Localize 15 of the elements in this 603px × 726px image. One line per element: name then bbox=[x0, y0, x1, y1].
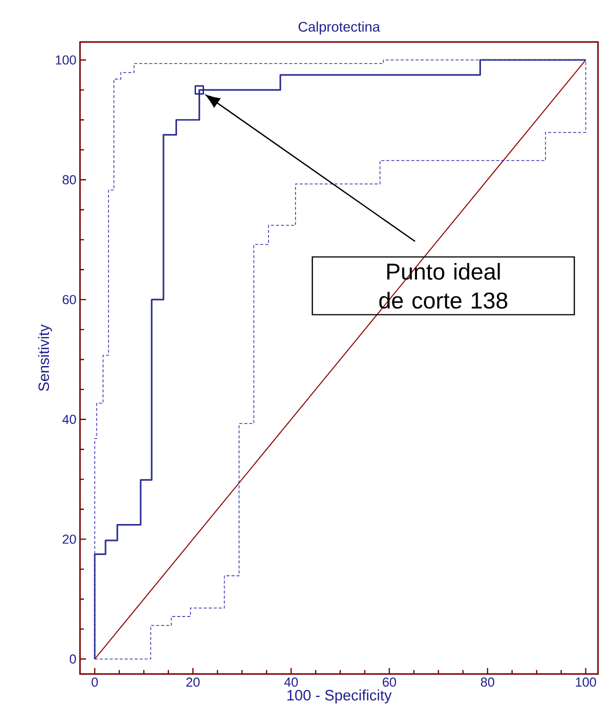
x-tick-label: 40 bbox=[284, 678, 298, 687]
x-axis-title: 100 - Specificity bbox=[287, 690, 392, 704]
x-tick-label: 100 bbox=[576, 678, 596, 687]
y-tick-label: 40 bbox=[62, 414, 76, 424]
x-tick-label: 20 bbox=[186, 678, 200, 687]
y-tick-label: 80 bbox=[62, 175, 76, 184]
x-tick-label: 80 bbox=[480, 678, 494, 687]
y-tick-label: 60 bbox=[62, 295, 76, 304]
x-tick-label: 0 bbox=[92, 678, 98, 687]
y-tick-label: 0 bbox=[70, 654, 76, 664]
y-tick-label: 100 bbox=[56, 55, 76, 65]
chart-title: Calprotectina bbox=[298, 21, 380, 34]
x-tick-label: 60 bbox=[382, 678, 396, 687]
y-tick-label: 20 bbox=[62, 534, 76, 544]
y-axis-title: Sensitivity bbox=[38, 324, 52, 391]
